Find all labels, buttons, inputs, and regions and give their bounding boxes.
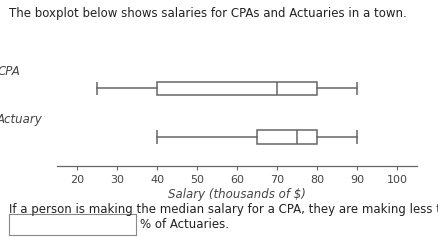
- Bar: [257, 130, 316, 144]
- Text: CPA: CPA: [0, 65, 20, 78]
- Text: The boxplot below shows salaries for CPAs and Actuaries in a town.: The boxplot below shows salaries for CPA…: [9, 7, 406, 20]
- X-axis label: Salary (thousands of $): Salary (thousands of $): [168, 188, 305, 201]
- Text: If a person is making the median salary for a CPA, they are making less than: If a person is making the median salary …: [9, 203, 438, 216]
- Text: Actuary: Actuary: [0, 113, 42, 126]
- Text: % of Actuaries.: % of Actuaries.: [140, 218, 229, 231]
- Bar: [157, 82, 316, 95]
